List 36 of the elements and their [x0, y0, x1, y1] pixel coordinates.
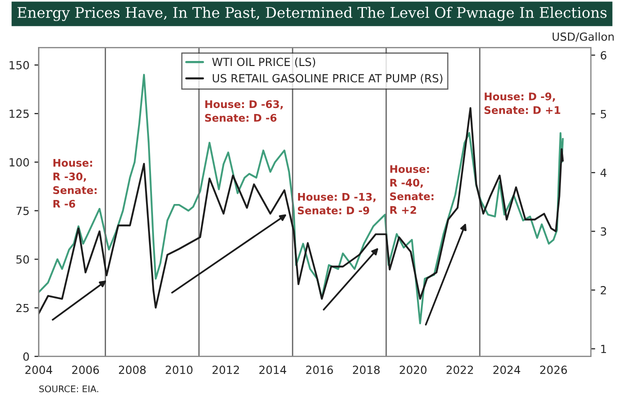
line-series [38, 74, 564, 324]
legend-label: WTI OIL PRICE (LS) [212, 58, 316, 68]
annotation: House: D -9, Senate: D +1 [484, 92, 560, 114]
x-tick-label: 2004 [25, 366, 52, 374]
legend-label: US RETAIL GASOLINE PRICE AT PUMP (RS) [212, 74, 442, 84]
y2-tick-label: 1 [601, 344, 606, 353]
y-tick-label: 100 [10, 158, 29, 167]
y-tick-label: 25 [16, 304, 29, 312]
x-tick-label: 2026 [540, 366, 567, 374]
x-tick-label: 2022 [446, 366, 473, 374]
y-tick-label: 125 [10, 110, 29, 118]
x-tick-label: 2008 [118, 366, 146, 374]
y-tick-label: 150 [10, 60, 29, 70]
x-tick-label: 2018 [352, 366, 380, 374]
x-tick-label: 2010 [166, 366, 192, 374]
y-tick-label: 50 [16, 255, 29, 264]
x-tick-label: 2012 [212, 366, 239, 374]
annotation: House: D -13, Senate: D -9 [298, 192, 376, 214]
y2-tick-label: 3 [600, 227, 606, 236]
annotation: House: D -63, Senate: D -6 [205, 100, 283, 122]
x-tick-label: 2020 [400, 366, 426, 374]
source-note: SOURCE: EIA. [39, 385, 98, 392]
chart-title: Energy Prices Have, In The Past, Determined The Level Of Pwnage In Elections [18, 6, 607, 22]
x-tick-label: 2014 [259, 366, 286, 374]
annotation: House: R -40, Senate: R +2 [390, 165, 434, 214]
y2-tick-label: 6 [600, 51, 606, 60]
y-tick-label: 75 [16, 206, 29, 216]
x-tick-label: 2006 [72, 366, 99, 374]
y2-tick-label: 5 [600, 110, 606, 118]
y-tick-label: 0 [23, 352, 29, 361]
x-tick-label: 2024 [493, 366, 520, 374]
y2-tick-label: 4 [600, 168, 606, 177]
y2-axis-title: USD/Gallon [552, 32, 614, 42]
y2-tick-label: 2 [600, 286, 606, 294]
x-tick-label: 2016 [306, 366, 333, 374]
annotation: House: R -30, Senate: R -6 [53, 159, 97, 208]
